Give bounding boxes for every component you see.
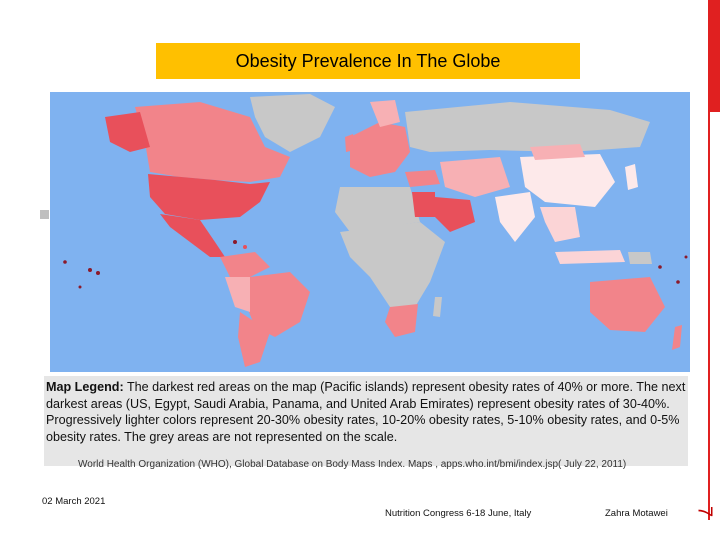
egypt [412,192,435,217]
legend-text: The darkest red areas on the map (Pacifi… [46,380,686,444]
slide-title: Obesity Prevalence In The Globe [235,50,501,71]
new-zealand [672,325,682,350]
indonesia [555,250,625,264]
sub-saharan-africa [340,222,445,307]
japan [625,164,638,190]
europe [350,122,410,177]
india [495,192,535,242]
china [520,154,615,207]
accent-bar [708,0,720,112]
scandinavia [370,100,400,127]
greenland [250,94,335,152]
accent-line [708,112,710,520]
footer-author: Zahra Motawei [605,508,668,519]
usa [148,174,270,220]
bullet-marker [40,210,49,219]
peru [225,277,250,312]
brazil [245,272,310,337]
australia [590,277,665,332]
argentina [238,312,270,367]
northern-south-america [220,252,270,277]
southeast-asia [540,207,580,242]
canada [135,102,290,182]
north-africa [335,187,420,232]
uk [345,134,355,152]
saudi-arabia [435,197,475,232]
source-citation: World Health Organization (WHO), Global … [78,459,627,470]
slide-title-box: Obesity Prevalence In The Globe [156,43,580,79]
mexico [160,214,225,257]
legend-heading: Map Legend: [46,380,124,394]
world-obesity-map [50,92,690,372]
papua [628,252,652,264]
map-legend: Map Legend: The darkest red areas on the… [44,376,688,466]
footer-date: 02 March 2021 [42,496,106,507]
footer-event: Nutrition Congress 6-18 June, Italy [385,508,532,519]
page-number: 7 [693,505,716,518]
russia [405,102,650,152]
southern-africa [385,304,418,337]
madagascar [433,297,442,317]
alaska [105,112,150,152]
turkey [405,170,440,187]
central-asia [440,157,510,197]
mongolia [530,144,585,160]
